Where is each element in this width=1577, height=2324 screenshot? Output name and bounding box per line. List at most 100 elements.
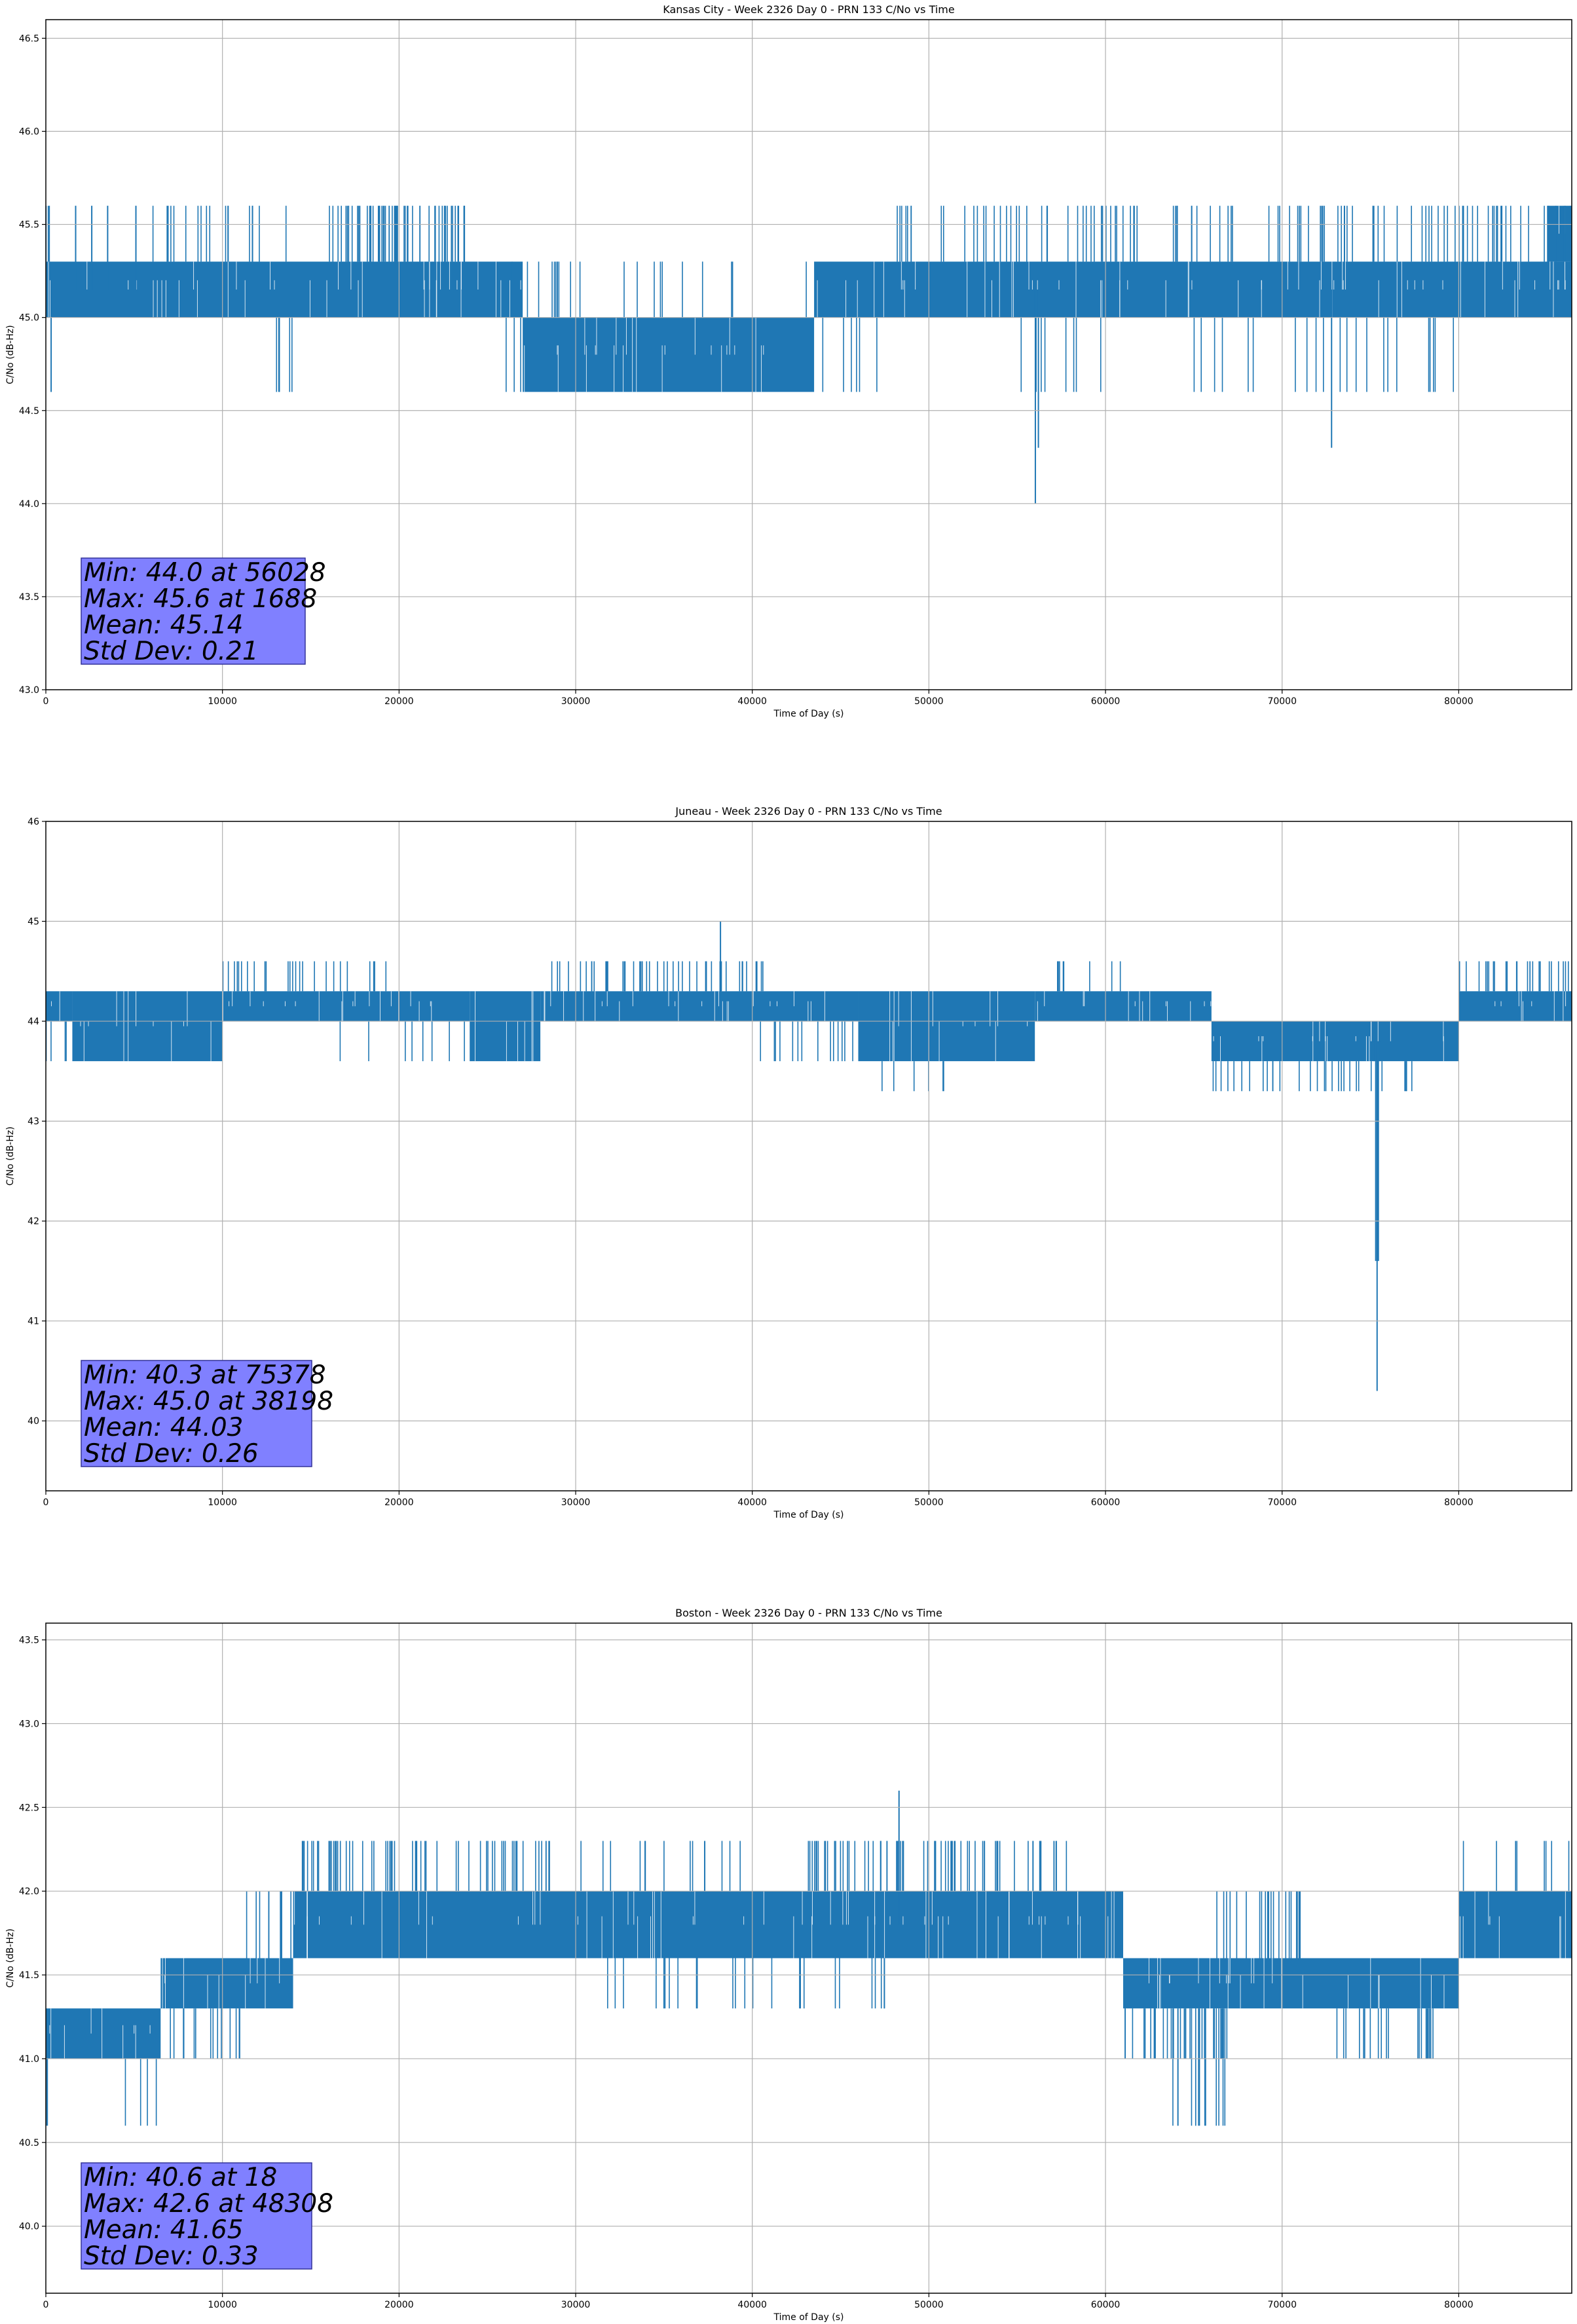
juneau-dense-band-4 [540,991,859,1022]
juneau-dense-band-1 [72,991,223,1062]
juneau-stat-max: Max: 45.0 at 38198 [84,1387,333,1416]
juneau-y-tick-label: 42 [28,1216,39,1227]
kansas-city-y-tick-label: 45.5 [19,220,39,231]
kansas-city-excursion-spikes [46,206,1571,392]
juneau-extreme-points [46,921,1572,1391]
boston-title: Boston - Week 2326 Day 0 - PRN 133 C/No … [675,1607,942,1619]
juneau-x-tick-label: 60000 [1091,1497,1121,1508]
kansas-city-y-tick-label: 43.5 [19,592,39,603]
boston-stat-max: Max: 42.6 at 48308 [84,2189,333,2219]
boston-excursion-spikes [46,1841,1570,2126]
juneau-dense-band-0 [46,991,73,1022]
juneau-dense-band-7 [1211,1021,1459,1062]
kansas-city-stat-std-dev: Std Dev: 0.21 [84,637,259,666]
boston-stat-min: Min: 40.6 at 18 [84,2163,277,2192]
kansas-city-x-tick-label: 20000 [384,696,414,707]
juneau-x-tick-label: 10000 [208,1497,237,1508]
juneau-stat-mean: Mean: 44.03 [84,1413,243,1442]
juneau-dense-band-2 [222,991,470,1022]
kansas-city-y-tick-label: 45.0 [19,313,39,324]
boston-x-tick-label: 20000 [384,2300,414,2310]
boston-dense-band-2 [293,1891,1124,1959]
kansas-city-cno-series [46,206,1572,504]
juneau-dense-band-6 [1035,991,1212,1022]
juneau-x-axis-label: Time of Day (s) [773,1510,844,1520]
juneau-dense-band-5 [858,991,1035,1062]
kansas-city-y-tick-label: 44.0 [19,499,39,510]
boston-dense-band-4 [1458,1891,1572,1959]
juneau-x-tick-label: 50000 [914,1497,944,1508]
juneau-stats-box: Min: 40.3 at 75378 Max: 45.0 at 38198 Me… [81,1360,333,1469]
kansas-city-stats-background [81,557,306,665]
juneau-x-tick-label: 40000 [737,1497,767,1508]
juneau-y-tick-label: 46 [28,817,39,827]
chart-juneau: 0 10000 20000 30000 40000 50000 60000 70000 8000… [5,805,1572,1520]
kansas-city-y-tick-label: 46.0 [19,127,39,138]
kansas-city-title: Kansas City - Week 2326 Day 0 - PRN 133 … [663,3,954,16]
boston-y-tick-label: 40.0 [19,2222,39,2232]
juneau-y-tick-label: 43 [28,1117,39,1127]
boston-y-axis-label: C/No (dB-Hz) [5,1928,16,1987]
kansas-city-ticks: 0 10000 20000 30000 40000 50000 60000 70000 8000… [19,33,1474,707]
boston-x-tick-label: 80000 [1444,2300,1474,2310]
boston-dense-band-3 [1123,1958,1459,2009]
juneau-ticks: 0 10000 20000 30000 40000 50000 60000 70000 8000… [28,817,1474,1508]
boston-y-tick-label: 42.0 [19,1886,39,1897]
kansas-city-dense-band-1 [523,317,815,392]
juneau-x-tick-label: 0 [43,1497,49,1508]
kansas-city-y-tick-label: 46.5 [19,33,39,44]
boston-band-gaps [49,1891,1566,2059]
juneau-x-tick-label: 30000 [561,1497,591,1508]
juneau-dense-band-3 [470,991,541,1062]
boston-ticks: 0 10000 20000 30000 40000 50000 60000 70000 8000… [19,1636,1474,2310]
kansas-city-plot-area [45,19,1572,690]
kansas-city-x-tick-label: 30000 [561,696,591,707]
kansas-city-x-tick-label: 50000 [914,696,944,707]
boston-y-tick-label: 41.0 [19,2054,39,2065]
juneau-y-axis-label: C/No (dB-Hz) [5,1127,16,1186]
boston-x-tick-label: 10000 [208,2300,237,2310]
kansas-city-y-axis-label: C/No (dB-Hz) [5,325,16,384]
kansas-city-stat-max: Max: 45.6 at 1688 [84,584,317,614]
juneau-x-tick-label: 20000 [384,1497,414,1508]
kansas-city-grid [46,20,1572,690]
boston-y-tick-label: 43.5 [19,1636,39,1646]
boston-x-tick-label: 50000 [914,2300,944,2310]
boston-stats-box: Min: 40.6 at 18 Max: 42.6 at 48308 Mean:… [81,2162,333,2271]
boston-dense-band-1 [160,1958,293,2009]
juneau-x-tick-label: 80000 [1444,1497,1474,1508]
boston-x-axis-label: Time of Day (s) [773,2312,844,2323]
kansas-city-x-tick-label: 40000 [737,696,767,707]
boston-y-tick-label: 40.5 [19,2138,39,2148]
kansas-city-stat-mean: Mean: 45.14 [84,610,243,640]
juneau-y-tick-label: 44 [28,1017,39,1027]
kansas-city-x-tick-label: 80000 [1444,696,1474,707]
juneau-excursion-spikes [46,961,1569,1091]
boston-stat-std-dev: Std Dev: 0.33 [84,2241,259,2271]
chart-kansas-city: 0 10000 20000 30000 40000 50000 60000 70000 8000… [5,3,1572,719]
boston-x-tick-label: 60000 [1091,2300,1121,2310]
kansas-city-dense-band-0 [46,261,523,318]
kansas-city-extreme-points [46,206,1572,504]
juneau-band-gaps [50,991,1567,1062]
juneau-title: Juneau - Week 2326 Day 0 - PRN 133 C/No … [675,805,942,817]
kansas-city-x-tick-label: 0 [43,696,49,707]
kansas-city-dense-band-2 [814,261,1572,318]
boston-dense-band-0 [46,2008,161,2059]
boston-x-tick-label: 70000 [1267,2300,1297,2310]
kansas-city-x-axis-label: Time of Day (s) [773,709,844,719]
kansas-city-x-tick-label: 60000 [1091,696,1121,707]
juneau-x-tick-label: 70000 [1267,1497,1297,1508]
kansas-city-stats-box: Min: 44.0 at 56028 Max: 45.6 at 1688 Mea… [81,557,326,666]
boston-y-tick-label: 41.5 [19,1970,39,1981]
kansas-city-dense-band-3 [1547,206,1572,262]
juneau-y-tick-label: 40 [28,1416,39,1427]
boston-y-tick-label: 42.5 [19,1803,39,1813]
boston-stat-mean: Mean: 41.65 [84,2215,243,2245]
juneau-stat-min: Min: 40.3 at 75378 [84,1360,326,1390]
kansas-city-x-tick-label: 70000 [1267,696,1297,707]
juneau-y-tick-label: 45 [28,917,39,928]
juneau-plot-area [45,821,1572,1491]
boston-cno-series [46,1790,1572,2126]
